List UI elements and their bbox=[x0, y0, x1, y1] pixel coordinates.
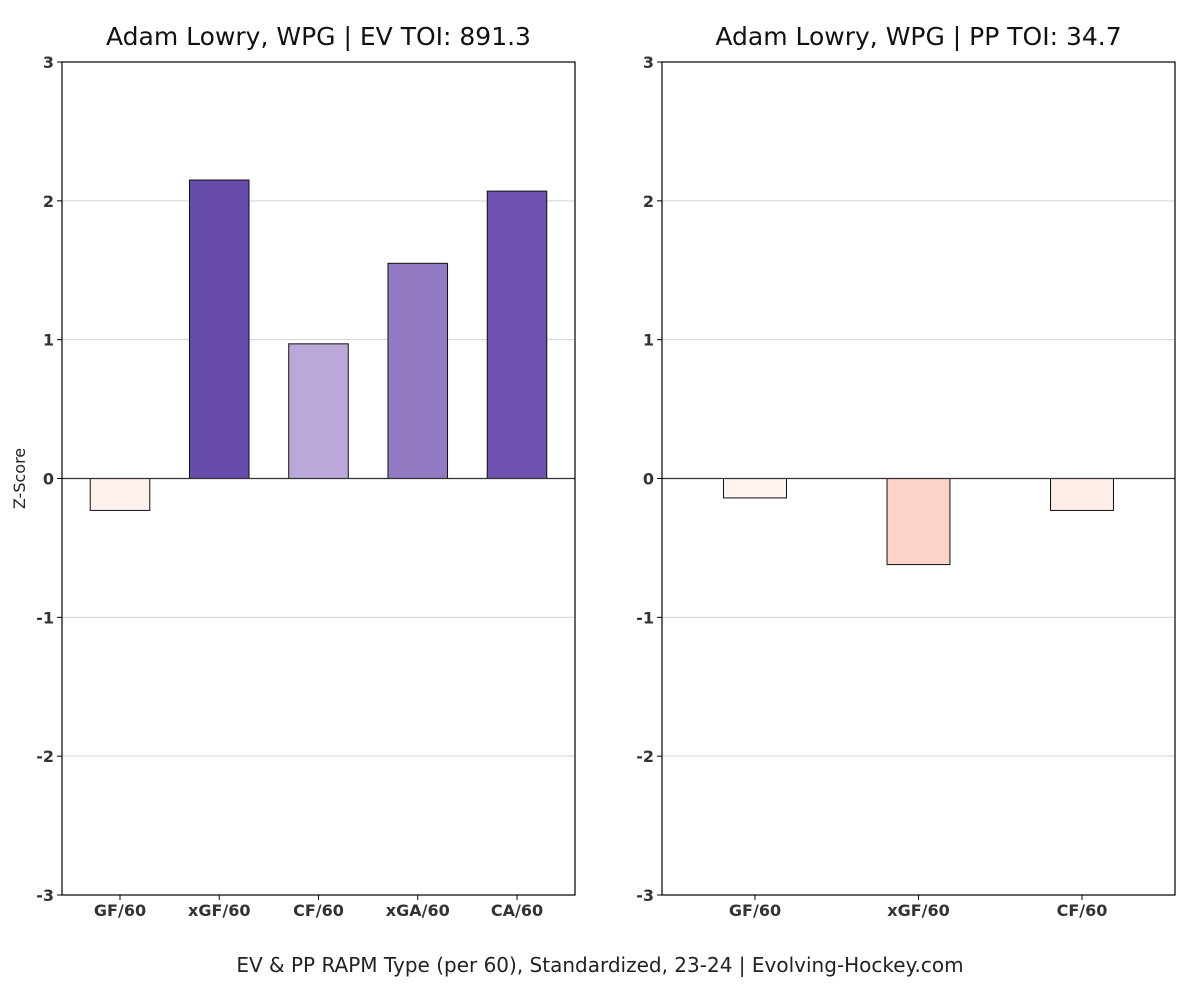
y-tick-label: -1 bbox=[36, 608, 54, 627]
y-tick-label: 1 bbox=[43, 331, 54, 350]
x-tick-label: CF/60 bbox=[1057, 901, 1108, 920]
y-tick-label: 3 bbox=[43, 53, 54, 72]
y-tick-label: 3 bbox=[643, 53, 654, 72]
y-tick-label: -2 bbox=[636, 747, 654, 766]
y-tick-label: -1 bbox=[636, 608, 654, 627]
axes-frame bbox=[61, 61, 576, 896]
chart-title: Adam Lowry, WPG | PP TOI: 34.7 bbox=[715, 22, 1121, 51]
x-tick-label: xGF/60 bbox=[887, 901, 950, 920]
x-tick-label: xGF/60 bbox=[188, 901, 251, 920]
chart-title: Adam Lowry, WPG | EV TOI: 891.3 bbox=[106, 22, 531, 51]
bar-gf-per-60 bbox=[89, 478, 151, 511]
y-axis-label: Z-Score bbox=[10, 448, 29, 509]
y-tick-label: 2 bbox=[643, 192, 654, 211]
bar-gf-per-60 bbox=[723, 478, 787, 499]
bar-xgf-per-60 bbox=[886, 478, 951, 566]
y-tick-label: 2 bbox=[43, 192, 54, 211]
x-tick-label: GF/60 bbox=[729, 901, 781, 920]
x-tick-label: CF/60 bbox=[293, 901, 344, 920]
x-tick-label: CA/60 bbox=[491, 901, 543, 920]
y-tick-label: -2 bbox=[36, 747, 54, 766]
y-tick-label: -3 bbox=[636, 886, 654, 905]
footer-caption: EV & PP RAPM Type (per 60), Standardized… bbox=[236, 953, 963, 977]
y-tick-label: -3 bbox=[36, 886, 54, 905]
bar-ca-per-60 bbox=[486, 190, 548, 480]
bar-xga-per-60 bbox=[387, 262, 449, 479]
y-tick-label: 1 bbox=[643, 331, 654, 350]
bar-cf-per-60 bbox=[288, 343, 349, 479]
y-tick-label: 0 bbox=[643, 470, 654, 489]
axes-frame bbox=[661, 61, 1176, 896]
x-tick-label: xGA/60 bbox=[386, 901, 450, 920]
bar-xgf-per-60 bbox=[188, 179, 250, 479]
bar-cf-per-60 bbox=[1050, 478, 1114, 511]
y-tick-label: 0 bbox=[43, 470, 54, 489]
x-tick-label: GF/60 bbox=[94, 901, 146, 920]
